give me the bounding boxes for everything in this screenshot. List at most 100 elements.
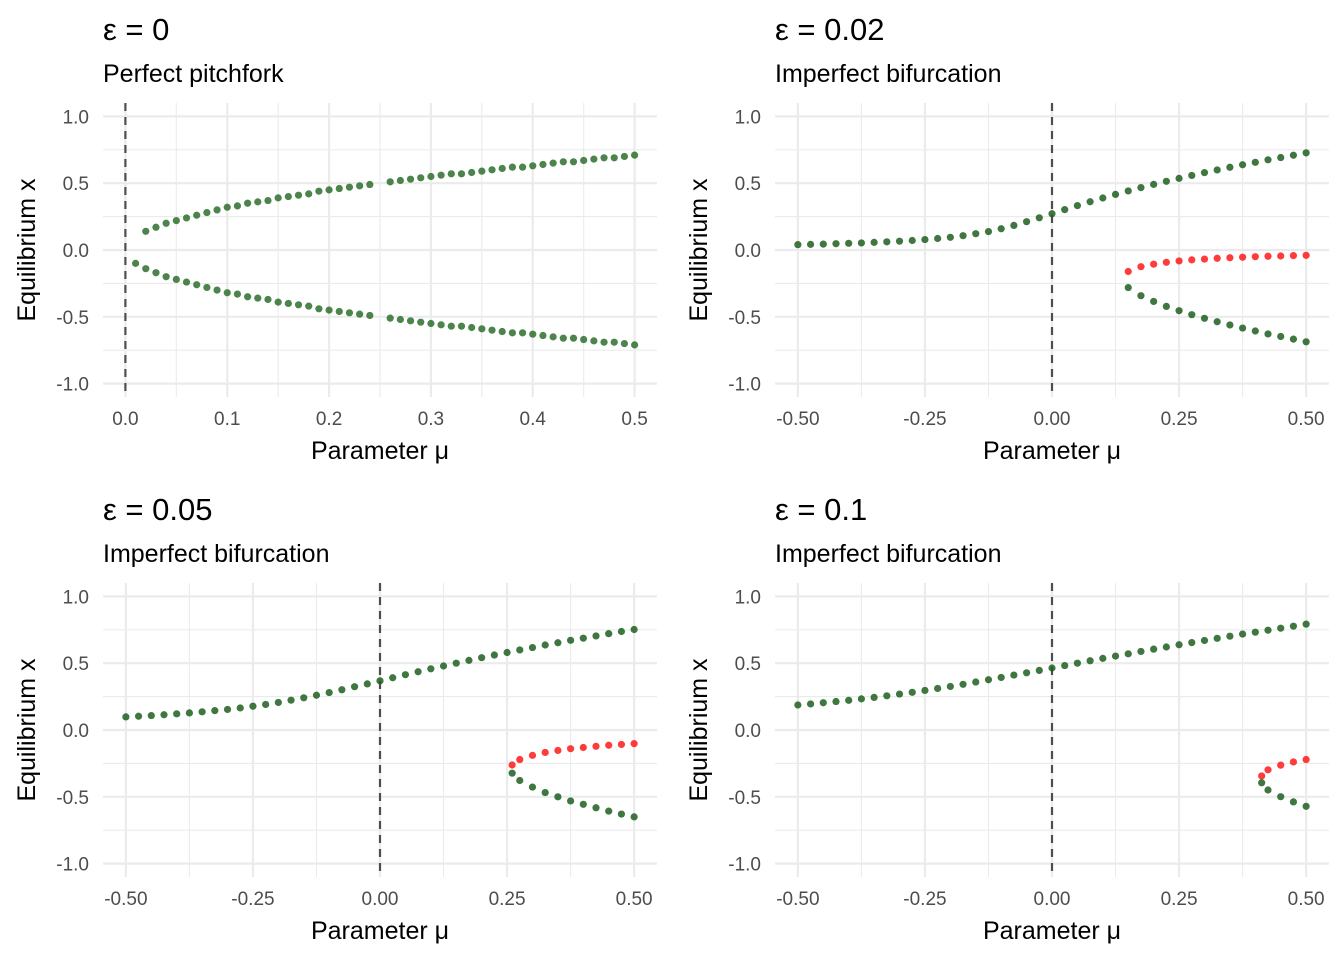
stable-equilibrium-point — [1289, 151, 1298, 159]
stable-equilibrium-point — [305, 302, 313, 310]
stable-equilibrium-point — [162, 273, 170, 281]
series-stable-lower — [1124, 283, 1310, 346]
x-tick-label: 0.25 — [1161, 409, 1198, 430]
stable-equilibrium-point — [172, 275, 180, 283]
stable-equilibrium-point — [498, 164, 506, 173]
unstable-equilibrium-point — [1289, 252, 1298, 260]
stable-equilibrium-point — [984, 676, 993, 684]
stable-equilibrium-point — [908, 236, 916, 245]
stable-equilibrium-point — [1264, 626, 1272, 634]
unstable-equilibrium-point — [1277, 761, 1285, 769]
unstable-equilibrium-point — [516, 755, 524, 764]
stable-equilibrium-point — [198, 708, 206, 716]
y-tick-label: 0.5 — [63, 654, 89, 675]
chart-svg: ε = 0.1 Imperfect bifurcation 1.0 0.5 0.0 -0.… — [685, 492, 1329, 945]
chart-svg: ε = 0.05 Imperfect bifurcation 1.0 0.5 0.0 -0… — [13, 492, 657, 945]
stable-equilibrium-point — [1061, 661, 1069, 670]
stable-equilibrium-point — [305, 190, 313, 198]
x-tick-label: 0.50 — [616, 889, 653, 910]
stable-equilibrium-point — [819, 699, 827, 707]
stable-equilibrium-point — [315, 187, 323, 195]
stable-equilibrium-point — [490, 651, 498, 659]
stable-equilibrium-point — [131, 259, 140, 267]
y-tick-label: -1.0 — [728, 855, 761, 876]
unstable-equilibrium-point — [630, 740, 638, 748]
y-axis-title: Equilibrium x — [685, 658, 713, 802]
y-tick-label: -0.5 — [56, 308, 89, 329]
stable-equilibrium-point — [934, 684, 942, 693]
stable-equilibrium-point — [172, 217, 180, 225]
series-stable-upper — [142, 151, 639, 235]
stable-equilibrium-point — [427, 172, 435, 181]
stable-equilibrium-point — [249, 702, 257, 710]
stable-equilibrium-point — [516, 776, 524, 785]
stable-equilibrium-point — [1302, 620, 1310, 628]
x-tick-label: 0.3 — [418, 409, 444, 430]
stable-equilibrium-point — [508, 329, 516, 337]
stable-equilibrium-point — [325, 186, 333, 194]
stable-equilibrium-point — [414, 668, 422, 676]
x-tick-label: -0.25 — [903, 409, 946, 430]
stable-equilibrium-point — [580, 335, 588, 344]
stable-equilibrium-point — [182, 278, 191, 286]
stable-equilibrium-point — [569, 158, 578, 166]
stable-equilibrium-point — [335, 307, 343, 316]
stable-equilibrium-point — [160, 711, 168, 719]
y-tick-label: 0.0 — [735, 721, 761, 742]
unstable-equilibrium-point — [579, 743, 587, 752]
stable-equilibrium-point — [193, 211, 201, 219]
stable-equilibrium-point — [908, 688, 916, 696]
stable-equilibrium-point — [984, 227, 993, 236]
stable-equilibrium-point — [1213, 318, 1221, 326]
grid — [103, 103, 657, 397]
y-axis-title: Equilibrium x — [685, 178, 713, 322]
y-tick-label: 0.5 — [735, 174, 761, 195]
series-unstable-middle — [1258, 755, 1310, 780]
stable-equilibrium-point — [1200, 314, 1209, 322]
series-stable-upper — [122, 625, 638, 721]
y-tick-label: 1.0 — [63, 587, 89, 608]
stable-equilibrium-point — [300, 694, 308, 702]
stable-equilibrium-point — [1150, 297, 1158, 306]
stable-equilibrium-point — [417, 318, 425, 326]
unstable-equilibrium-point — [605, 741, 613, 749]
stable-equilibrium-point — [600, 154, 608, 162]
y-tick-label: -1.0 — [728, 375, 761, 396]
stable-equilibrium-point — [528, 783, 537, 791]
stable-equilibrium-point — [554, 793, 562, 801]
stable-equilibrium-point — [590, 337, 598, 345]
stable-equilibrium-point — [1264, 786, 1272, 794]
stable-equilibrium-point — [142, 265, 150, 273]
unstable-equilibrium-point — [508, 761, 516, 769]
y-tick-label: -1.0 — [56, 375, 89, 396]
stable-equilibrium-point — [345, 183, 354, 191]
stable-equilibrium-point — [592, 632, 600, 640]
stable-equilibrium-point — [366, 180, 374, 189]
y-tick-label: -0.5 — [56, 788, 89, 809]
stable-equilibrium-point — [959, 232, 967, 240]
stable-equilibrium-point — [845, 696, 853, 704]
stable-equilibrium-point — [559, 334, 567, 342]
x-tick-label: 0.5 — [621, 409, 647, 430]
stable-equilibrium-point — [468, 168, 476, 177]
stable-equilibrium-point — [386, 178, 394, 186]
stable-equilibrium-point — [794, 701, 802, 709]
stable-equilibrium-point — [1251, 628, 1259, 636]
chart-subtitle: Perfect pitchfork — [103, 60, 284, 88]
stable-equilibrium-point — [1277, 624, 1285, 632]
series-stable-lower — [131, 259, 639, 349]
stable-equilibrium-point — [185, 709, 194, 717]
unstable-equilibrium-point — [1226, 254, 1234, 262]
stable-equilibrium-point — [630, 341, 639, 349]
stable-equilibrium-point — [806, 240, 815, 248]
unstable-equilibrium-point — [1302, 251, 1310, 259]
stable-equilibrium-point — [1073, 659, 1082, 667]
stable-equilibrium-point — [592, 804, 600, 812]
stable-equilibrium-point — [590, 155, 598, 163]
unstable-equilibrium-point — [1264, 252, 1272, 260]
stable-equilibrium-point — [284, 299, 292, 308]
stable-equilibrium-point — [1175, 307, 1183, 315]
unstable-equilibrium-point — [554, 746, 562, 755]
chart-title: ε = 0 — [103, 12, 169, 47]
stable-equilibrium-point — [630, 813, 638, 821]
